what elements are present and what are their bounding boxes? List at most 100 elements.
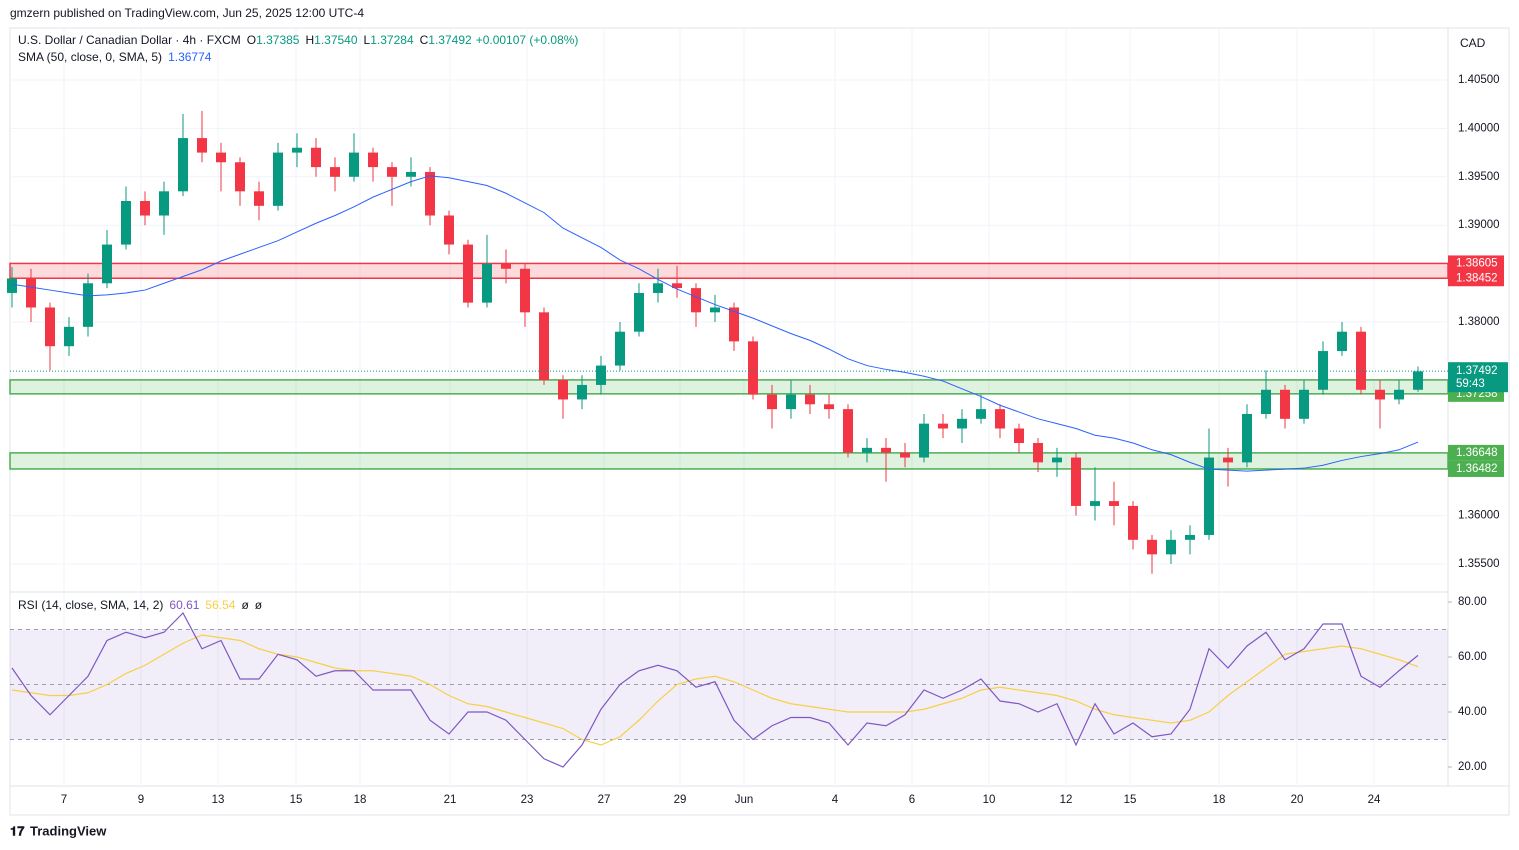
candle-body xyxy=(463,244,473,303)
y-tick-label: 1.38000 xyxy=(1458,316,1500,328)
candle-body xyxy=(729,307,739,342)
candle-body xyxy=(691,288,701,313)
x-tick-label: 23 xyxy=(521,794,534,806)
rsi-extra: ø xyxy=(255,598,263,612)
candle-body xyxy=(1261,389,1271,414)
ohlc-value: 1.37540 xyxy=(314,33,358,47)
candle-body xyxy=(1337,331,1347,352)
candle-body xyxy=(501,263,511,269)
candle-body xyxy=(767,394,777,410)
ohlc-key: H xyxy=(305,33,314,47)
candle-body xyxy=(1090,501,1100,506)
symbol-legend: U.S. Dollar / Canadian Dollar · 4h · FXC… xyxy=(18,33,578,47)
x-tick-label: 21 xyxy=(444,794,457,806)
x-tick-label: 18 xyxy=(354,794,367,806)
footer-logo: TradingView xyxy=(30,823,107,838)
candle-body xyxy=(748,341,758,395)
candle-body xyxy=(197,138,207,153)
candle-body xyxy=(938,423,948,429)
symbol: U.S. Dollar / Canadian Dollar · 4h · FXC… xyxy=(18,33,241,47)
y-tick-label: 1.40000 xyxy=(1458,122,1500,134)
candle-body xyxy=(7,278,17,293)
candle-body xyxy=(406,171,416,177)
x-tick-label: 10 xyxy=(983,794,996,806)
candle-body xyxy=(45,307,55,347)
candle-body xyxy=(1356,331,1366,390)
rsi-tick-label: 20.00 xyxy=(1458,761,1487,773)
rsi-legend: RSI (14, close, SMA, 14, 2) 60.61 56.54 ø ø xyxy=(18,598,263,612)
candle-body xyxy=(919,423,929,458)
sma-value: 1.36774 xyxy=(168,50,212,64)
candle-body xyxy=(957,418,967,429)
candle-body xyxy=(178,138,188,192)
zone-label: 1.38452 xyxy=(1456,272,1498,284)
zone xyxy=(9,379,1449,395)
candle-body xyxy=(1299,389,1309,419)
publisher: gmzern published on TradingView.com, Jun… xyxy=(10,6,364,20)
logo-mark: 𝟏𝟕 xyxy=(10,823,25,838)
candle-body xyxy=(1413,371,1423,390)
candle-body xyxy=(1204,457,1214,535)
rsi-ma-value: 56.54 xyxy=(205,598,235,612)
candle-body xyxy=(1071,457,1081,506)
rsi-value: 60.61 xyxy=(169,598,199,612)
candle-body xyxy=(1052,457,1062,463)
candle-body xyxy=(1166,539,1176,555)
candle-body xyxy=(444,215,454,245)
candle-body xyxy=(1128,505,1138,540)
zone-label: 1.36482 xyxy=(1456,463,1498,475)
countdown: 59:43 xyxy=(1456,378,1485,390)
candle-body xyxy=(273,152,283,206)
rsi-line xyxy=(11,612,1419,768)
candle-body xyxy=(330,167,340,177)
x-tick-label: 20 xyxy=(1291,794,1304,806)
candle-body xyxy=(995,409,1005,429)
sma-legend: SMA (50, close, 0, SMA, 5) 1.36774 xyxy=(18,50,212,64)
candle-body xyxy=(805,394,815,405)
candle-body xyxy=(596,365,606,385)
x-tick-label: 15 xyxy=(290,794,303,806)
ohlc-value: 1.37385 xyxy=(256,33,300,47)
y-tick-label: 1.36000 xyxy=(1458,510,1500,522)
candle-body xyxy=(824,404,834,410)
x-tick-label: 15 xyxy=(1124,794,1137,806)
candle-body xyxy=(1394,389,1404,400)
zone-label-box xyxy=(1448,255,1504,272)
ohlc-key: O xyxy=(247,33,256,47)
x-tick-label: 18 xyxy=(1213,794,1226,806)
zone xyxy=(9,262,1449,279)
zone-label: 1.38605 xyxy=(1456,257,1498,269)
candle-body xyxy=(1109,501,1119,506)
x-tick-label: Jun xyxy=(735,794,754,806)
x-tick-label: 27 xyxy=(598,794,611,806)
candle-body xyxy=(881,447,891,453)
candle-body xyxy=(976,409,986,419)
x-tick-label: 7 xyxy=(61,794,67,806)
x-tick-label: 9 xyxy=(138,794,144,806)
candle-body xyxy=(634,292,644,332)
candle-body xyxy=(1375,389,1385,400)
y-tick-label: 1.39000 xyxy=(1458,219,1500,231)
candle-body xyxy=(425,171,435,216)
candle-body xyxy=(102,244,112,284)
zone-label-box xyxy=(1448,460,1504,477)
candle-body xyxy=(26,278,36,308)
zone-label: 1.36648 xyxy=(1456,447,1498,459)
candle-body xyxy=(786,394,796,410)
y-tick-label: 1.39500 xyxy=(1458,171,1500,183)
zone-label-box xyxy=(1448,444,1504,461)
x-tick-label: 6 xyxy=(909,794,915,806)
candle-body xyxy=(672,283,682,289)
candle-body xyxy=(311,147,321,168)
candle-body xyxy=(292,147,302,153)
candle-body xyxy=(900,452,910,458)
ohlc-key: C xyxy=(420,33,429,47)
zone xyxy=(9,452,1449,470)
candle-body xyxy=(577,384,587,400)
candle-body xyxy=(539,312,549,381)
candle-body xyxy=(64,326,74,347)
candle-body xyxy=(254,191,264,206)
ohlc-value: 1.37284 xyxy=(370,33,414,47)
candle-body xyxy=(349,152,359,177)
